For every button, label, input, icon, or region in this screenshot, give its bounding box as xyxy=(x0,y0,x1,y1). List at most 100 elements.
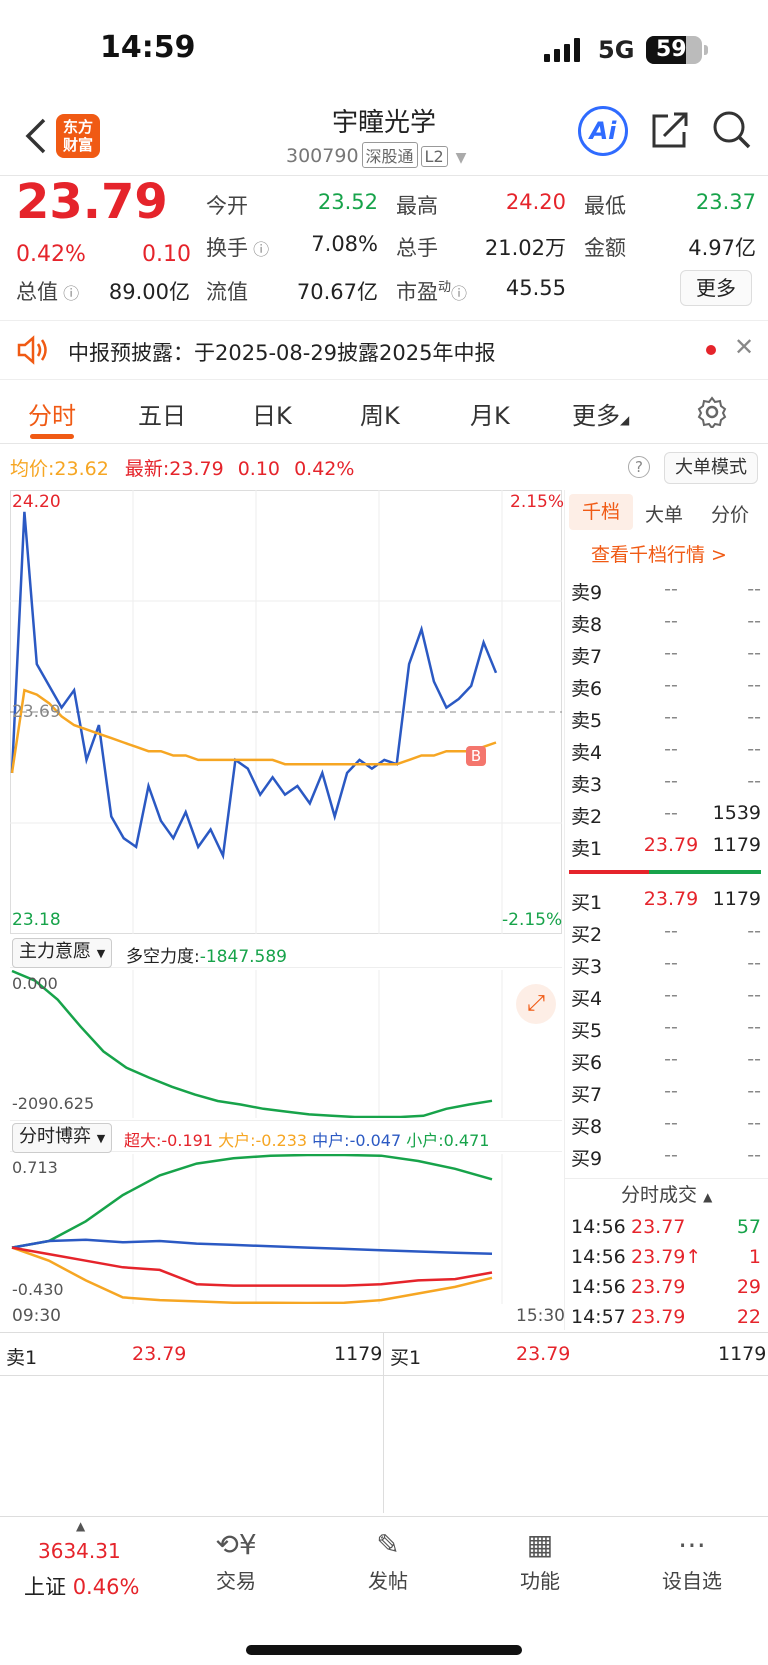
signal-icon xyxy=(544,38,580,62)
tick-volume: 57 xyxy=(736,1216,761,1238)
tab-weekly[interactable]: 周K xyxy=(360,402,400,430)
orderbook-row[interactable]: 卖6 -- -- xyxy=(569,670,765,700)
view-depth-link[interactable]: 查看千档行情 > xyxy=(591,544,727,566)
tab-intraday[interactable]: 分时 xyxy=(28,402,76,430)
tab-big-order[interactable]: 大单 xyxy=(645,504,684,526)
level-label: 买3 xyxy=(571,956,603,978)
settings-gear-icon[interactable] xyxy=(696,396,728,428)
tick-time: 14:56 xyxy=(571,1276,626,1298)
stock-code-row[interactable]: 300790 深股通 L2 ▼ xyxy=(286,142,466,168)
tab-depth[interactable]: 千档 xyxy=(569,494,633,530)
orderbook-row[interactable]: 买6 -- -- xyxy=(569,1044,765,1074)
orderbook-row[interactable]: 卖7 -- -- xyxy=(569,638,765,668)
mcap-label[interactable]: 总值 ⓘ xyxy=(16,280,80,304)
open-label: 今开 xyxy=(206,194,248,218)
tick-price: 23.77 xyxy=(631,1216,686,1238)
orderbook-row[interactable]: 买4 -- -- xyxy=(569,980,765,1010)
level-label: 卖6 xyxy=(571,678,603,700)
level-label: 买8 xyxy=(571,1116,603,1138)
period-tabs: 分时 五日 日K 周K 月K 更多◢ xyxy=(0,380,768,444)
index-name-row[interactable]: 上证 0.46% xyxy=(24,1575,140,1599)
level-volume: -- xyxy=(747,706,761,728)
orderbook-row[interactable]: 买9 -- -- xyxy=(569,1140,765,1170)
orderbook-row[interactable]: 卖1 23.79 1179 xyxy=(569,830,765,860)
home-indicator xyxy=(246,1645,522,1655)
series-line xyxy=(11,1246,493,1304)
game-chart[interactable] xyxy=(10,1154,562,1304)
orderbook-row[interactable]: 卖4 -- -- xyxy=(569,734,765,764)
orderbook-row[interactable]: 卖8 -- -- xyxy=(569,606,765,636)
level-volume: -- xyxy=(747,1080,761,1102)
share-icon[interactable] xyxy=(650,110,690,150)
main-force-chart[interactable] xyxy=(10,970,562,1118)
panel2-legend: 超大:-0.191 大户:-0.233 中户:-0.047 小户:0.471 xyxy=(124,1131,490,1150)
help-icon[interactable]: ? xyxy=(628,456,650,478)
level-volume: -- xyxy=(747,920,761,942)
orderbook-row[interactable]: 卖3 -- -- xyxy=(569,766,765,796)
ticks-title[interactable]: 分时成交 ▲ xyxy=(621,1184,713,1206)
level-label: 卖8 xyxy=(571,614,603,636)
l1-buy-price: 23.79 xyxy=(516,1343,571,1365)
panel2-selector[interactable]: 分时博弈 ▼ xyxy=(12,1123,113,1153)
orderbook-row[interactable]: 买1 23.79 1179 xyxy=(569,884,765,914)
float-value: 70.67亿 xyxy=(296,280,378,304)
tab-more[interactable]: 更多◢ xyxy=(572,402,630,430)
index-value[interactable]: 3634.31 xyxy=(38,1539,121,1563)
chart-header: 均价:23.62 最新:23.79 0.10 0.42% xyxy=(10,458,355,480)
orderbook-row[interactable]: 买5 -- -- xyxy=(569,1012,765,1042)
function-button[interactable]: ▦ 功能 xyxy=(470,1525,610,1594)
expand-icon[interactable]: ⤢ xyxy=(516,984,556,1024)
buy-marker[interactable]: B xyxy=(466,746,486,766)
turnover-label[interactable]: 换手 ⓘ xyxy=(206,236,270,260)
level-volume: -- xyxy=(747,1112,761,1134)
add-watch-button[interactable]: ⋯ 设自选 xyxy=(622,1525,762,1594)
chevron-left-icon[interactable] xyxy=(24,116,48,156)
panel1-top-label: 0.000 xyxy=(12,974,58,993)
level-price: -- xyxy=(664,1016,678,1038)
orderbook-row[interactable]: 卖5 -- -- xyxy=(569,702,765,732)
level-volume: -- xyxy=(747,674,761,696)
tab-price-dist[interactable]: 分价 xyxy=(711,504,750,526)
orderbook-row[interactable]: 买2 -- -- xyxy=(569,916,765,946)
level1-bar: 卖1 23.79 1179 买1 23.79 1179 xyxy=(0,1332,768,1513)
level-price: -- xyxy=(664,952,678,974)
time-end-label: 15:30 xyxy=(516,1306,565,1326)
volume-value: 21.02万 xyxy=(484,236,566,260)
search-icon[interactable] xyxy=(712,110,752,150)
pe-label[interactable]: 市盈动ⓘ xyxy=(396,280,468,304)
float-label: 流值 xyxy=(206,280,248,304)
orderbook-row[interactable]: 买8 -- -- xyxy=(569,1108,765,1138)
level-volume: -- xyxy=(747,770,761,792)
big-order-mode-button[interactable]: 大单模式 xyxy=(664,452,758,484)
post-button[interactable]: ✎ 发帖 xyxy=(318,1525,458,1594)
trade-button[interactable]: ⟲¥ 交易 xyxy=(166,1525,306,1594)
orderbook-row[interactable]: 卖9 -- -- xyxy=(569,574,765,604)
more-icon: ⋯ xyxy=(678,1528,706,1561)
notice-bar[interactable]: 中报预披露：于2025-08-29披露2025年中报 ✕ xyxy=(0,320,768,380)
level-label: 买2 xyxy=(571,924,603,946)
post-icon: ✎ xyxy=(376,1528,400,1561)
network-label: 5G xyxy=(598,36,635,64)
panel1-selector[interactable]: 主力意愿 ▼ xyxy=(12,938,113,968)
level-label: 卖9 xyxy=(571,582,603,604)
tab-monthly[interactable]: 月K xyxy=(470,402,510,430)
tick-time: 14:56 xyxy=(571,1246,626,1268)
tab-five-day[interactable]: 五日 xyxy=(138,402,186,430)
level-price: 23.79 xyxy=(643,888,699,910)
pe-value: 45.55 xyxy=(505,276,566,300)
mcap-value: 89.00亿 xyxy=(108,280,190,304)
level-volume: 1539 xyxy=(712,802,761,824)
close-icon[interactable]: ✕ xyxy=(734,333,755,361)
ai-button[interactable]: Ai xyxy=(578,106,628,156)
orderbook-row[interactable]: 卖2 -- 1539 xyxy=(569,798,765,828)
level-label: 买4 xyxy=(571,988,603,1010)
panel1-header: 主力意愿 ▼ 多空力度:-1847.589 xyxy=(10,936,562,968)
more-quote-button[interactable]: 更多 xyxy=(680,270,752,306)
level-price: -- xyxy=(664,920,678,942)
level-label: 买9 xyxy=(571,1148,603,1170)
orderbook-row[interactable]: 买3 -- -- xyxy=(569,948,765,978)
orderbook-row[interactable]: 买7 -- -- xyxy=(569,1076,765,1106)
level-volume: -- xyxy=(747,578,761,600)
intraday-chart[interactable] xyxy=(10,490,562,934)
tab-daily[interactable]: 日K xyxy=(252,402,292,430)
